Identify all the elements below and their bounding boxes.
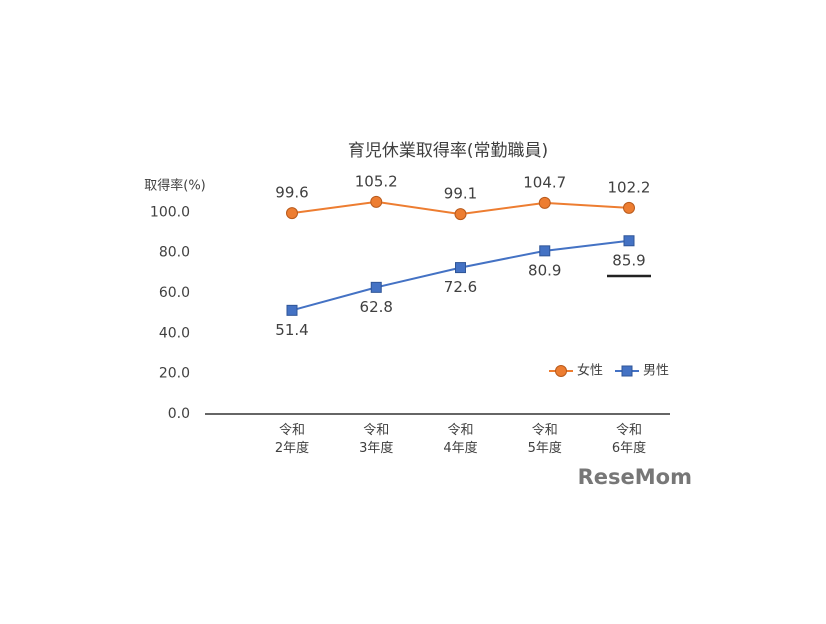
data-point	[370, 195, 383, 208]
data-point	[286, 207, 298, 220]
data-label: 62.8	[360, 298, 393, 316]
data-point	[539, 245, 551, 257]
x-tick-line: 6年度	[612, 440, 646, 456]
series-line	[291, 239, 630, 312]
data-label: 104.7	[523, 173, 566, 191]
y-tick-label: 60.0	[159, 285, 190, 301]
data-label: 99.6	[275, 184, 308, 202]
y-tick-label: 40.0	[159, 325, 190, 341]
x-tick-line: 令和	[363, 423, 389, 438]
x-tick-label: 令和 6年度	[612, 423, 646, 456]
data-label: 72.6	[444, 278, 477, 296]
data-point	[538, 196, 551, 209]
y-axis-label: 取得率(%)	[144, 178, 206, 194]
x-tick-label: 令和 5年度	[528, 423, 562, 456]
data-label: 80.9	[528, 261, 561, 279]
x-tick-line: 5年度	[528, 440, 562, 456]
x-tick-line: 3年度	[359, 440, 393, 456]
data-label: 105.2	[355, 172, 398, 190]
y-tick-label: 80.0	[159, 245, 190, 261]
data-point	[623, 235, 635, 247]
data-point	[455, 262, 466, 274]
x-tick-line: 令和	[279, 423, 305, 438]
data-point	[623, 201, 635, 214]
x-tick-line: 2年度	[275, 440, 309, 456]
legend-marker	[621, 365, 633, 377]
x-tick-label: 令和 3年度	[359, 423, 393, 456]
data-label: 85.9	[612, 251, 645, 269]
data-point	[370, 281, 382, 293]
x-tick-line: 4年度	[443, 440, 477, 456]
legend-label: 女性	[577, 363, 603, 379]
x-tick-label: 令和 4年度	[443, 423, 477, 456]
chart-title: 育児休業取得率(常勤職員)	[348, 141, 548, 161]
data-point	[454, 208, 467, 221]
data-point	[286, 304, 298, 316]
data-label: 51.4	[275, 321, 308, 339]
y-tick-label: 0.0	[168, 406, 190, 422]
legend-marker	[555, 365, 567, 377]
watermark: ReseMom	[578, 465, 692, 489]
x-tick-label: 令和 2年度	[275, 423, 309, 456]
legend-label: 男性	[643, 364, 669, 379]
y-tick-label: 20.0	[159, 366, 190, 382]
x-tick-line: 令和	[447, 423, 473, 438]
data-label: 102.2	[608, 178, 651, 196]
y-tick-label: 100.0	[150, 204, 190, 220]
x-tick-line: 令和	[532, 423, 558, 438]
x-tick-line: 令和	[616, 423, 642, 438]
data-label: 99.1	[444, 185, 477, 203]
